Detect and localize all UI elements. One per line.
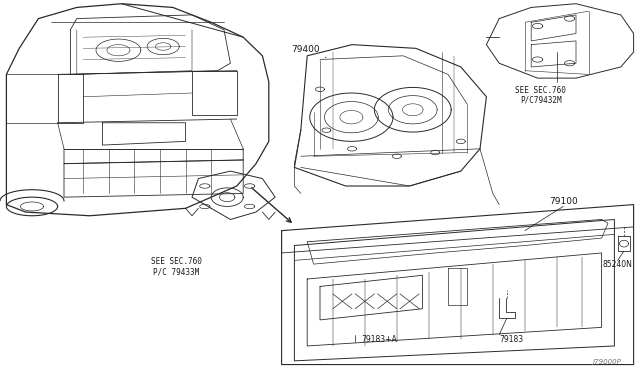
Text: 79183+A: 79183+A	[362, 335, 397, 344]
Text: 79183: 79183	[499, 335, 524, 344]
Text: SEE SEC.760
P/C79432M: SEE SEC.760 P/C79432M	[515, 86, 566, 105]
Text: 79100: 79100	[549, 198, 577, 206]
Text: SEE SEC.760
P/C 79433M: SEE SEC.760 P/C 79433M	[150, 257, 202, 276]
Text: 79400: 79400	[291, 45, 326, 58]
Text: J79000P: J79000P	[592, 359, 621, 365]
Text: 85240N: 85240N	[603, 260, 632, 269]
